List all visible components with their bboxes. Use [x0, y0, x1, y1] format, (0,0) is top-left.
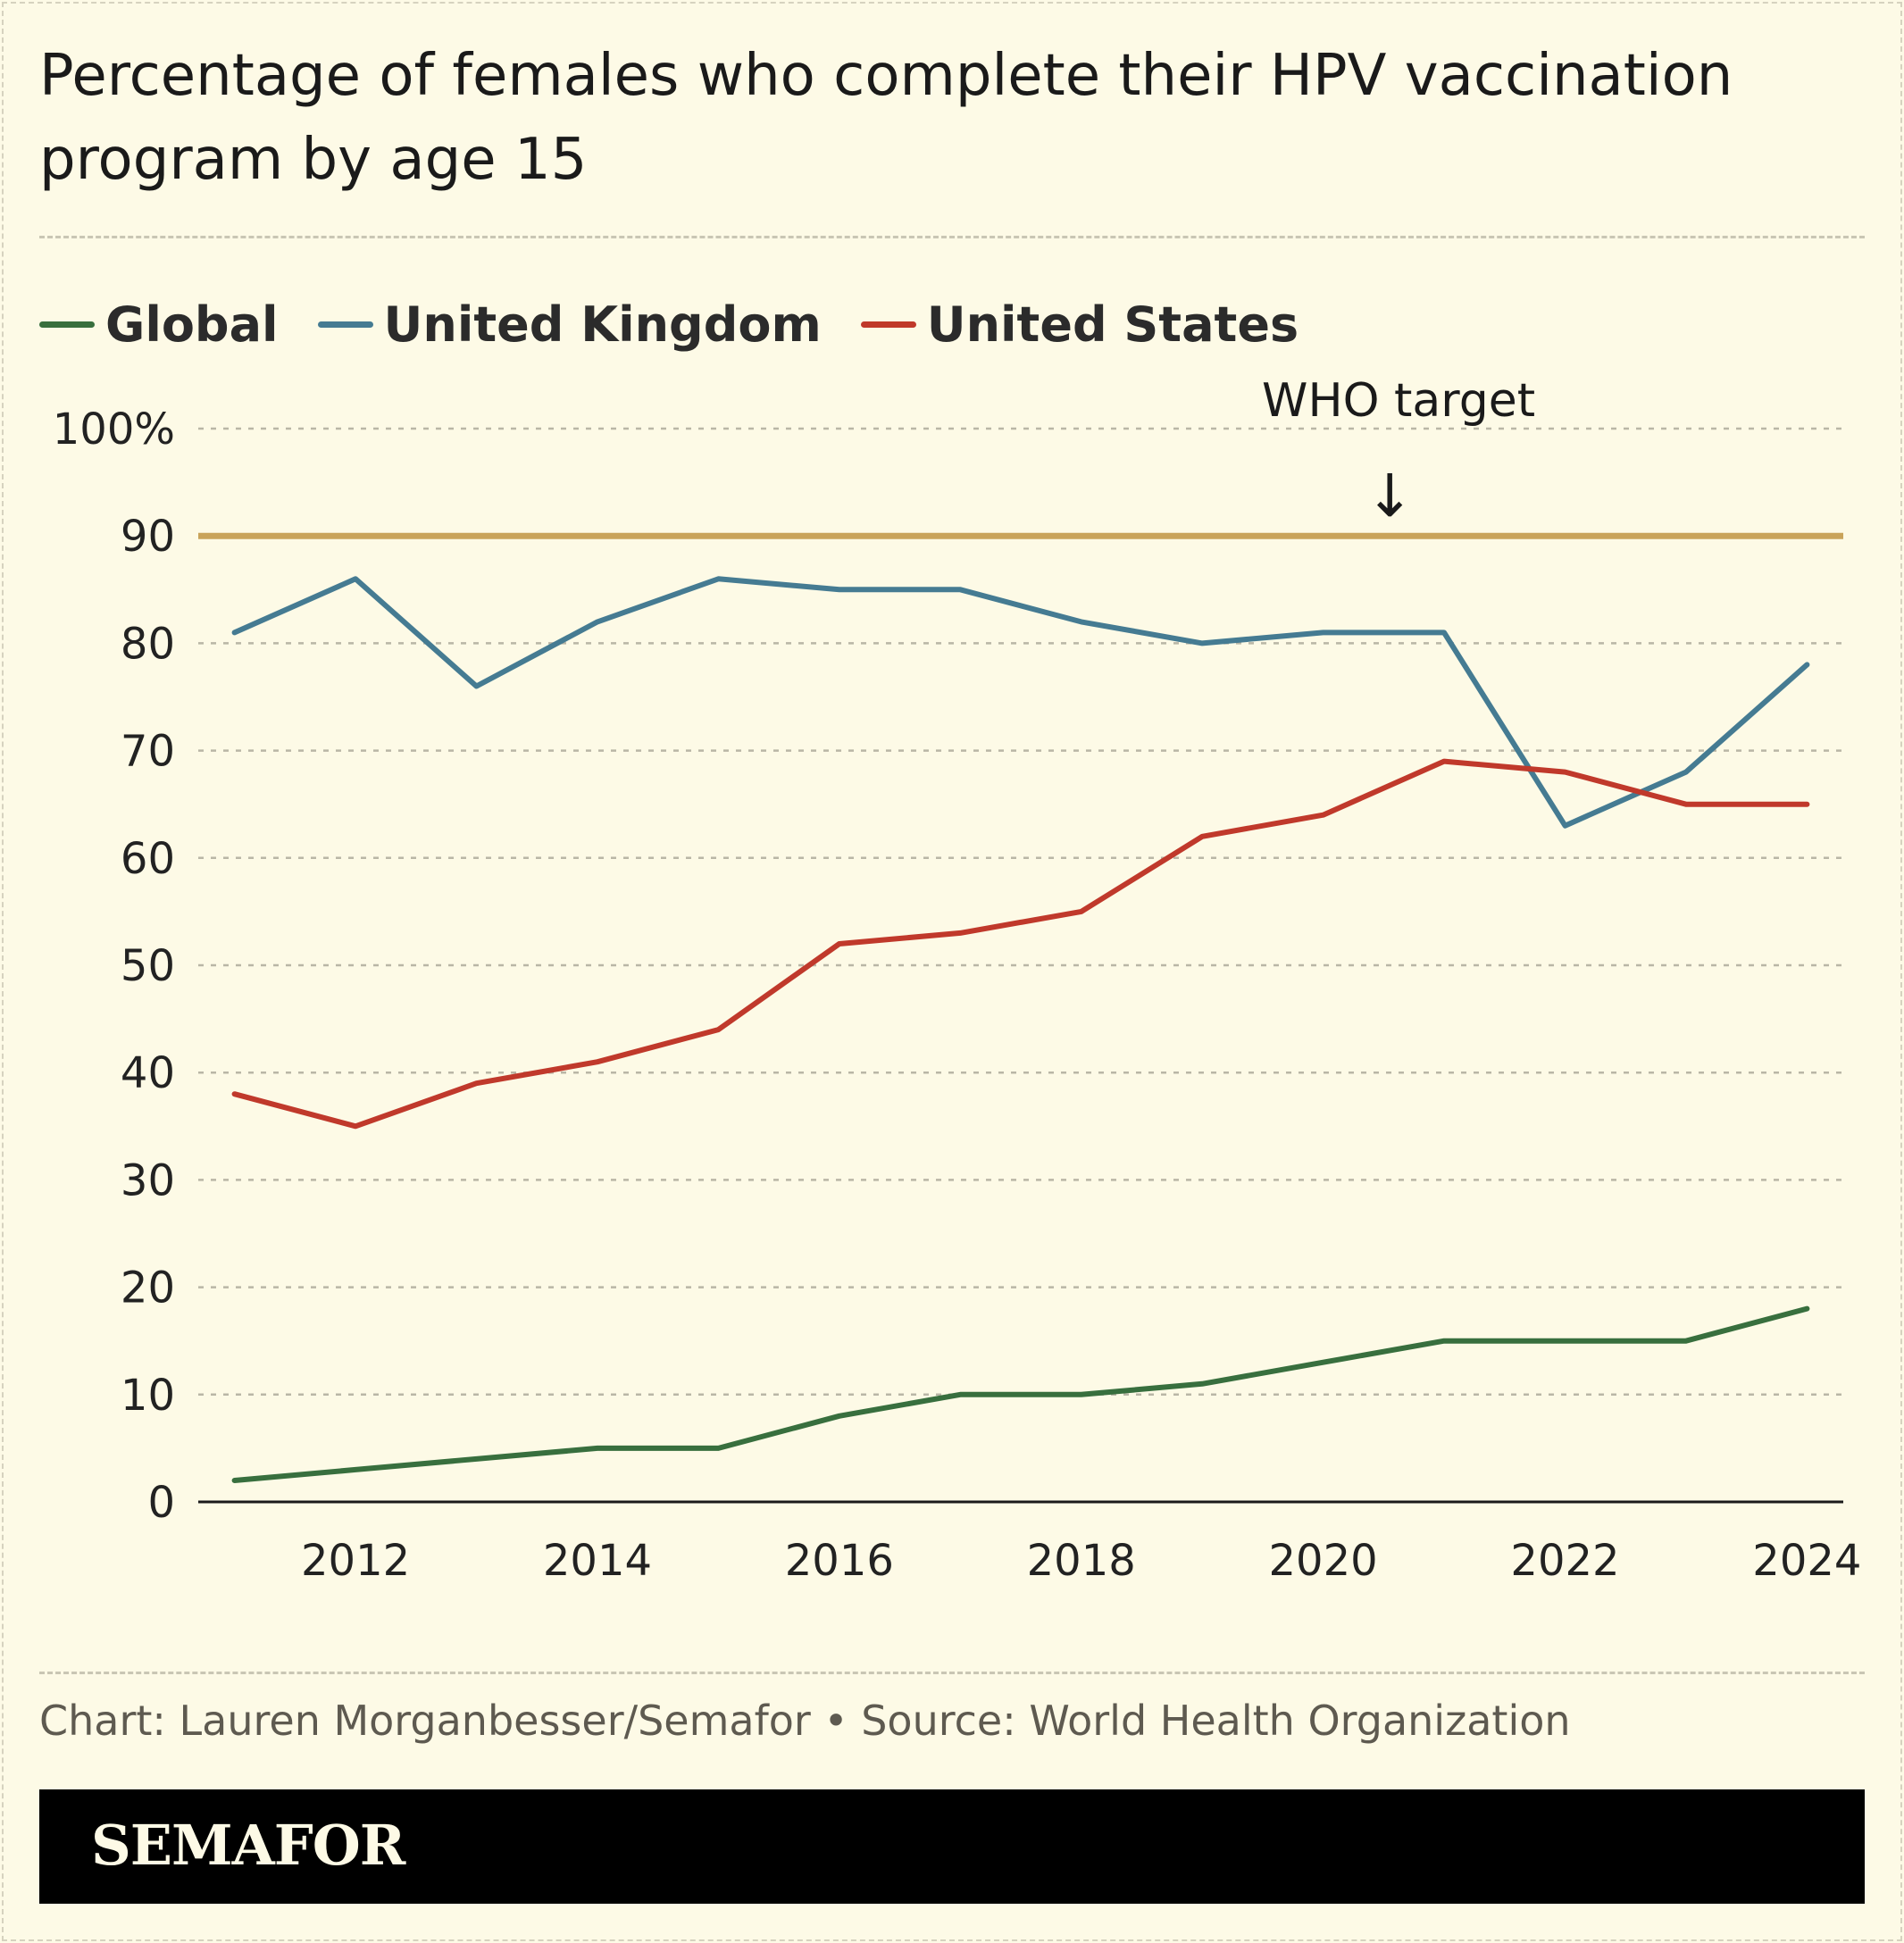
chart-title: Percentage of females who complete their… — [39, 43, 1733, 193]
y-tick-label: 40 — [121, 1048, 175, 1098]
source-credit: Chart: Lauren Morganbesser/Semafor • Sou… — [39, 1697, 1571, 1745]
footer-divider — [39, 1672, 1865, 1674]
brand-bar: SEMAFOR — [39, 1789, 1865, 1904]
y-tick-label: 60 — [121, 834, 175, 884]
legend-label: United States — [926, 296, 1299, 353]
y-tick-label: 20 — [121, 1263, 175, 1313]
who-target-label: WHO target — [1262, 374, 1535, 428]
title-divider — [39, 236, 1865, 238]
x-tick-label: 2012 — [301, 1536, 410, 1586]
y-tick-label: 80 — [121, 619, 175, 669]
legend-swatch — [317, 321, 373, 328]
series-line-united-states — [231, 758, 1810, 1130]
legend-item-global: Global — [39, 296, 279, 353]
x-tick-label: 2024 — [1752, 1536, 1861, 1586]
legend-label: United Kingdom — [383, 296, 822, 353]
legend-item-united-states: United States — [860, 296, 1299, 353]
y-tick-label: 10 — [121, 1371, 175, 1421]
legend-label: Global — [105, 296, 279, 353]
x-tick-label: 2022 — [1510, 1536, 1619, 1586]
legend-swatch — [860, 321, 916, 328]
x-tick-label: 2018 — [1027, 1536, 1136, 1586]
series-line-global — [231, 1305, 1810, 1483]
y-tick-label: 50 — [121, 941, 175, 991]
series-line-united-kingdom — [231, 576, 1810, 829]
brand-logo: SEMAFOR — [91, 1813, 405, 1878]
x-tick-label: 2014 — [543, 1536, 652, 1586]
y-tick-label: 90 — [121, 512, 175, 562]
x-tick-label: 2020 — [1269, 1536, 1378, 1586]
down-arrow-icon: ↓ — [1365, 462, 1414, 530]
y-tick-label: 30 — [121, 1155, 175, 1205]
line-chart: 0 10 20 30 40 50 60 70 80 90 100% WHO target ↓ 2012 20… — [53, 374, 1862, 1586]
y-tick-label: 0 — [147, 1478, 175, 1528]
legend-swatch — [39, 321, 95, 328]
y-tick-label: 70 — [121, 727, 175, 777]
legend-item-united-kingdom: United Kingdom — [317, 296, 822, 353]
legend: Global United Kingdom United States — [39, 296, 1338, 353]
x-tick-label: 2016 — [785, 1536, 894, 1586]
y-tick-label: 100% — [53, 404, 175, 454]
